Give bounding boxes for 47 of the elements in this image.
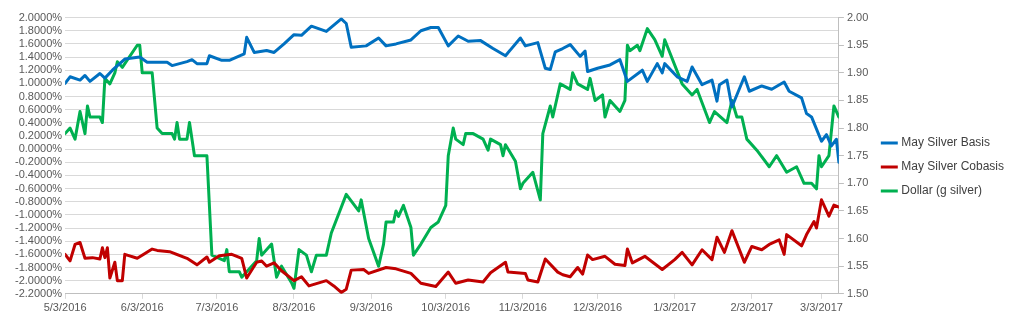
y-tick-label: -0.8000% <box>14 194 63 207</box>
y2-tick-label: 1.60 <box>846 231 869 244</box>
y-tick-label: -1.6000% <box>14 247 63 260</box>
y-tick-label: 1.4000% <box>18 50 63 63</box>
y2-tick-label: 1.85 <box>846 93 869 106</box>
y-tick-label: 1.8000% <box>18 23 63 36</box>
y2-tick-label: 1.70 <box>846 176 869 189</box>
y-tick-label: 1.6000% <box>18 36 63 49</box>
x-tick-label: 6/3/2016 <box>120 301 164 314</box>
y-tick-label: 2.0000% <box>18 10 63 23</box>
y-tick-label: -0.4000% <box>14 168 63 181</box>
x-tick-label: 10/3/2016 <box>421 301 471 314</box>
y-tick-label: -2.2000% <box>14 286 63 299</box>
y-tick-label: 0.2000% <box>18 129 63 141</box>
y-tick-label: 0.0000% <box>18 142 63 155</box>
x-tick-label: 7/3/2016 <box>195 301 239 314</box>
y-tick-label: 0.6000% <box>18 102 63 115</box>
y2-tick-label: 1.90 <box>846 65 869 78</box>
x-tick-label: 1/3/2017 <box>653 301 697 314</box>
legend-label: Dollar (g silver) <box>901 183 982 198</box>
y2-tick-label: 1.95 <box>846 38 869 51</box>
y2-tick-label: 1.80 <box>846 121 869 134</box>
x-tick-label: 2/3/2017 <box>730 301 774 314</box>
x-tick-label: 8/3/2016 <box>272 301 316 314</box>
legend-label: May Silver Basis <box>901 135 990 150</box>
y-tick-label: -2.0000% <box>14 273 63 286</box>
y-tick-label: 1.2000% <box>18 63 63 76</box>
y-tick-label: -0.6000% <box>14 181 63 194</box>
x-tick-label: 9/3/2016 <box>349 301 393 314</box>
y-tick-label: -1.2000% <box>14 221 63 234</box>
y-tick-label: 1.0000% <box>18 76 63 89</box>
x-tick-label: 12/3/2016 <box>573 301 623 314</box>
x-tick-label: 3/3/2017 <box>800 301 843 314</box>
y-tick-label: -1.8000% <box>14 260 63 273</box>
x-tick-label: 11/3/2016 <box>498 301 547 314</box>
y2-tick-label: 1.65 <box>846 203 869 216</box>
y-tick-label: -0.2000% <box>14 155 63 168</box>
y-tick-label: -1.4000% <box>14 234 63 247</box>
legend-label: May Silver Cobasis <box>901 159 1005 174</box>
y2-tick-label: 1.75 <box>846 148 869 161</box>
y2-tick-label: 1.55 <box>846 259 869 272</box>
y-tick-label: 0.4000% <box>18 115 63 128</box>
x-tick-label: 5/3/2016 <box>43 301 87 314</box>
y2-tick-label: 1.50 <box>846 286 869 299</box>
y-tick-label: -1.0000% <box>14 207 63 220</box>
y-tick-label: 0.8000% <box>18 89 63 102</box>
y2-tick-label: 2.00 <box>846 10 869 23</box>
